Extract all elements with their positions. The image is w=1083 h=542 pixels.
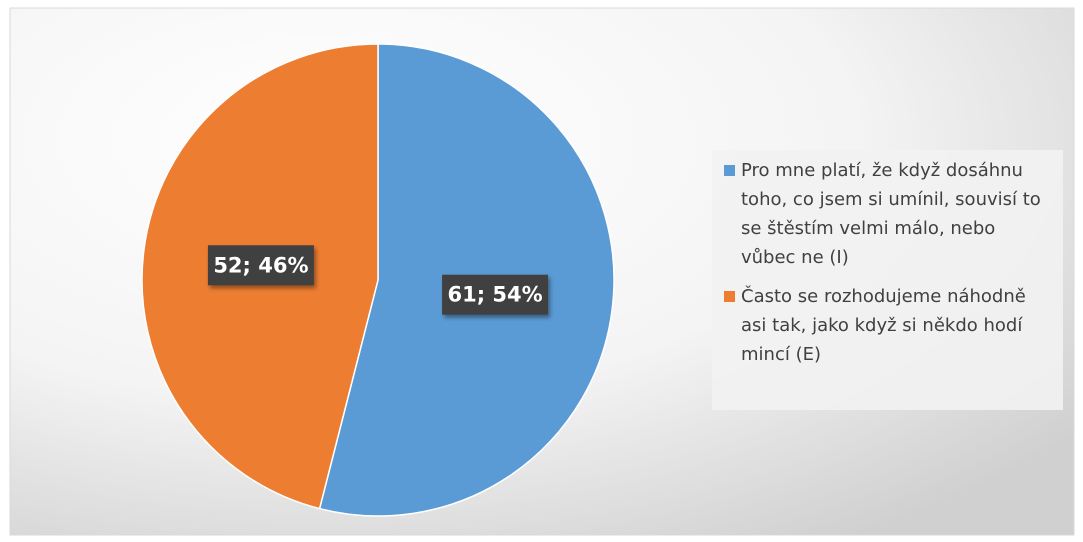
pie: 61; 54% 52; 46% [141, 43, 615, 517]
legend-item: Často se rozhodujeme náhodně asi tak, ja… [724, 282, 1053, 369]
data-label: 52; 46% [213, 253, 308, 277]
data-label-box [442, 274, 549, 315]
legend-swatch [724, 165, 735, 176]
legend-label: Pro mne platí, že když dosáhnu toho, co … [741, 160, 1041, 268]
legend-item: Pro mne platí, že když dosáhnu toho, co … [724, 156, 1053, 272]
data-label-box [207, 245, 314, 286]
legend-label: Často se rozhodujeme náhodně asi tak, ja… [741, 286, 1026, 365]
legend: Pro mne platí, že když dosáhnu toho, co … [712, 150, 1063, 410]
legend-swatch [724, 291, 735, 302]
data-label: 61; 54% [447, 283, 542, 307]
